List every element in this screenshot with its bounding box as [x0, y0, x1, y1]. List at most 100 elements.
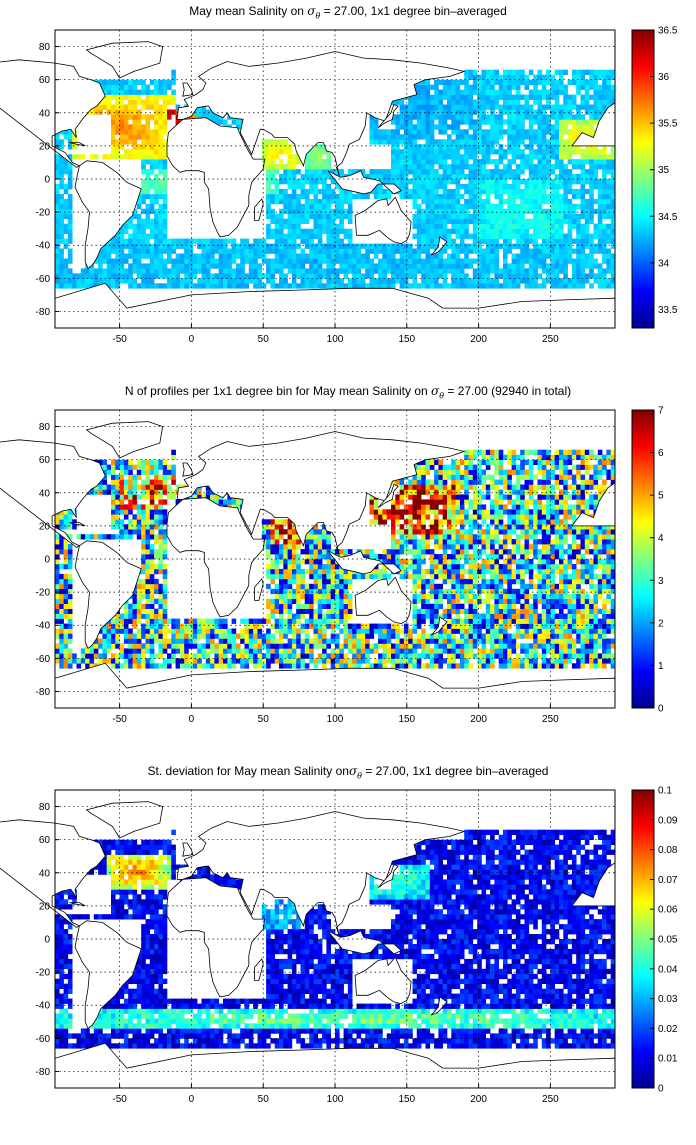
data-cell	[494, 239, 499, 244]
data-cell	[120, 100, 125, 105]
data-cell	[426, 229, 431, 234]
data-cell	[68, 278, 73, 283]
data-cell	[525, 219, 530, 224]
data-cell	[546, 169, 551, 174]
data-cell	[128, 90, 133, 95]
data-cell	[555, 144, 560, 149]
data-cell	[301, 209, 306, 214]
data-cell	[128, 254, 133, 259]
data-cell	[167, 475, 172, 480]
data-cell	[68, 514, 73, 519]
data-cell	[301, 254, 306, 259]
data-cell	[219, 259, 224, 264]
data-cell	[365, 268, 370, 273]
data-cell	[606, 194, 611, 199]
data-cell	[158, 559, 163, 564]
data-cell	[408, 100, 413, 105]
data-cell	[279, 614, 284, 619]
data-cell	[430, 164, 435, 169]
data-cell	[227, 629, 232, 634]
data-cell	[288, 643, 293, 648]
data-cell	[421, 219, 426, 224]
data-cell	[150, 95, 155, 100]
data-cell	[443, 80, 448, 85]
data-cell	[124, 624, 129, 629]
data-cell	[335, 624, 340, 629]
data-cell	[223, 629, 228, 634]
data-cell	[206, 263, 211, 268]
data-cell	[163, 539, 168, 544]
data-cell	[326, 574, 331, 579]
data-cell	[240, 629, 245, 634]
data-cell	[77, 283, 82, 288]
data-cell	[102, 273, 107, 278]
data-cell	[305, 229, 310, 234]
data-cell	[128, 475, 133, 480]
data-cell	[322, 564, 327, 569]
data-cell	[288, 234, 293, 239]
data-cell	[464, 149, 469, 154]
data-cell	[594, 229, 599, 234]
data-cell	[270, 229, 275, 234]
data-cell	[283, 234, 288, 239]
data-cell	[154, 534, 159, 539]
data-cell	[154, 504, 159, 509]
data-cell	[90, 273, 95, 278]
data-cell	[137, 114, 142, 119]
data-cell	[417, 204, 422, 209]
data-cell	[59, 273, 64, 278]
data-cell	[602, 100, 607, 105]
data-cell	[525, 179, 530, 184]
data-cell	[464, 259, 469, 264]
data-cell	[594, 184, 599, 189]
data-cell	[55, 154, 60, 159]
data-cell	[400, 105, 405, 110]
data-cell	[339, 283, 344, 288]
data-cell	[438, 100, 443, 105]
data-cell	[550, 234, 555, 239]
data-cell	[426, 244, 431, 249]
data-cell	[90, 154, 95, 159]
data-cell	[283, 629, 288, 634]
data-cell	[115, 504, 120, 509]
data-cell	[447, 154, 452, 159]
data-cell	[581, 189, 586, 194]
data-cell	[318, 278, 323, 283]
data-cell	[141, 199, 146, 204]
data-cell	[189, 619, 194, 624]
data-cell	[443, 164, 448, 169]
data-cell	[520, 268, 525, 273]
data-cell	[391, 273, 396, 278]
data-cell	[451, 268, 456, 273]
salinity-map-title: May mean Salinity on σθ = 27.00, 1x1 deg…	[0, 4, 696, 20]
data-cell	[253, 629, 258, 634]
data-cell	[288, 184, 293, 189]
data-cell	[339, 249, 344, 254]
data-cell	[469, 184, 474, 189]
data-cell	[296, 569, 301, 574]
data-cell	[331, 599, 336, 604]
data-cell	[128, 273, 133, 278]
data-cell	[270, 244, 275, 249]
data-cell	[546, 224, 551, 229]
data-cell	[426, 219, 431, 224]
data-cell	[133, 283, 138, 288]
data-cell	[102, 460, 107, 465]
data-cell	[503, 239, 508, 244]
data-cell	[154, 129, 159, 134]
data-cell	[55, 519, 60, 524]
data-cell	[581, 179, 586, 184]
data-cell	[563, 139, 568, 144]
data-cell	[146, 124, 151, 129]
data-cell	[115, 124, 120, 129]
data-cell	[283, 169, 288, 174]
data-cell	[486, 214, 491, 219]
data-cell	[417, 100, 422, 105]
data-cell	[59, 539, 64, 544]
data-cell	[253, 254, 258, 259]
data-cell	[301, 629, 306, 634]
data-cell	[494, 224, 499, 229]
data-cell	[318, 634, 323, 639]
data-cell	[559, 139, 564, 144]
data-cell	[240, 663, 245, 668]
